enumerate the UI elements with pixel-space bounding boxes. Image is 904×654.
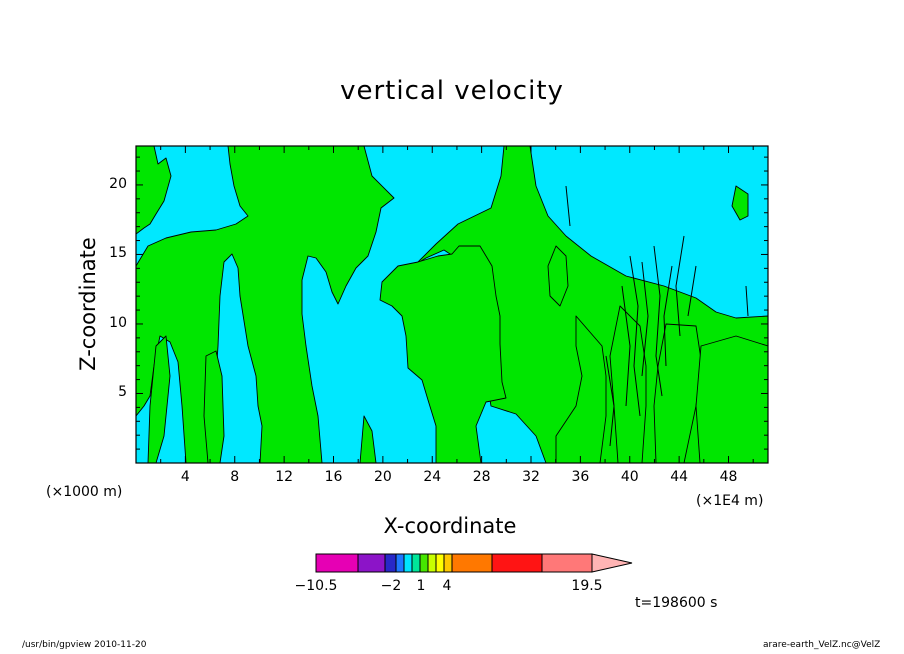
x-tick-label: 20 bbox=[373, 469, 392, 485]
x-tick-label: 16 bbox=[324, 469, 343, 485]
contour-line-2 bbox=[621, 285, 631, 407]
x-tick-label: 28 bbox=[472, 469, 491, 485]
x-tick-label: 8 bbox=[230, 469, 240, 485]
colorbar-segment bbox=[427, 553, 437, 573]
contour-line-0 bbox=[629, 255, 641, 417]
x-tick-label: 4 bbox=[180, 469, 190, 485]
positive-region-5 bbox=[609, 305, 647, 463]
positive-region-8 bbox=[147, 335, 171, 463]
y-axis-ticks bbox=[136, 156, 768, 450]
x-tick-label: 44 bbox=[670, 469, 689, 485]
time-label: t=198600 s bbox=[635, 595, 718, 611]
colorbar-segment bbox=[357, 553, 386, 573]
colorbar-label: −10.5 bbox=[294, 578, 338, 594]
y-tick-label: 15 bbox=[109, 245, 127, 262]
x-tick-label: 36 bbox=[571, 469, 590, 485]
colorbar-segment bbox=[315, 553, 359, 573]
x-unit-left: (×1000 m) bbox=[46, 484, 123, 500]
colorbar-label: 1 bbox=[416, 578, 426, 594]
y-tick-label: 10 bbox=[109, 314, 127, 331]
chart-title: vertical velocity bbox=[340, 76, 564, 106]
x-tick-label: 24 bbox=[423, 469, 442, 485]
y-tick-label: 5 bbox=[118, 384, 127, 401]
colorbar-segment bbox=[451, 553, 493, 573]
colorbar-segment bbox=[403, 553, 413, 573]
positive-region-4 bbox=[555, 315, 607, 463]
contour-line-5 bbox=[663, 265, 673, 367]
plot-frame bbox=[135, 145, 769, 464]
positive-region-12 bbox=[547, 245, 569, 307]
x-axis-label: X-coordinate bbox=[383, 514, 517, 538]
colorbar-segment bbox=[419, 553, 429, 573]
x-axis-ticks bbox=[160, 146, 754, 463]
colorbar-segment bbox=[384, 553, 397, 573]
x-tick-label: 40 bbox=[620, 469, 639, 485]
contour-line-1 bbox=[641, 261, 649, 377]
positive-region-7 bbox=[695, 335, 768, 463]
footer-left: /usr/bin/gpview 2010-11-20 bbox=[22, 640, 147, 650]
x-tick-label: 48 bbox=[719, 469, 738, 485]
colorbar-segment bbox=[541, 553, 593, 573]
colorbar-segment bbox=[435, 553, 445, 573]
x-tick-label: 32 bbox=[522, 469, 540, 485]
positive-region-0 bbox=[136, 146, 172, 235]
positive-region-10 bbox=[359, 415, 377, 463]
x-tick-label: 12 bbox=[275, 469, 294, 485]
x-unit-right: (×1E4 m) bbox=[696, 493, 764, 509]
contour-line-8 bbox=[565, 185, 571, 227]
y-tick-label: 20 bbox=[109, 175, 127, 192]
colorbar-segment bbox=[411, 553, 421, 573]
contour-line-6 bbox=[675, 235, 685, 337]
contour-line-4 bbox=[605, 355, 615, 447]
colorbar-arrow bbox=[591, 553, 633, 573]
positive-region-3 bbox=[379, 245, 507, 463]
colorbar-segment bbox=[395, 553, 405, 573]
contour-line-3 bbox=[653, 245, 663, 397]
positive-region-9 bbox=[203, 350, 225, 463]
contour-line-9 bbox=[745, 285, 749, 317]
colorbar-label: 4 bbox=[442, 578, 452, 594]
colorbar-segment bbox=[443, 553, 453, 573]
y-axis-label: Z-coordinate bbox=[76, 237, 100, 371]
colorbar-segment bbox=[491, 553, 543, 573]
footer-right: arare-earth_VelZ.nc@VelZ bbox=[763, 640, 881, 650]
velocity-field bbox=[136, 146, 768, 463]
colorbar-label: 19.5 bbox=[571, 578, 603, 594]
positive-region-1 bbox=[136, 146, 395, 463]
positive-velocity-regions bbox=[136, 146, 768, 463]
colorbar-label: −2 bbox=[380, 578, 402, 594]
positive-region-11 bbox=[731, 185, 749, 221]
colorbar bbox=[315, 553, 633, 573]
contour-line-7 bbox=[687, 265, 697, 317]
